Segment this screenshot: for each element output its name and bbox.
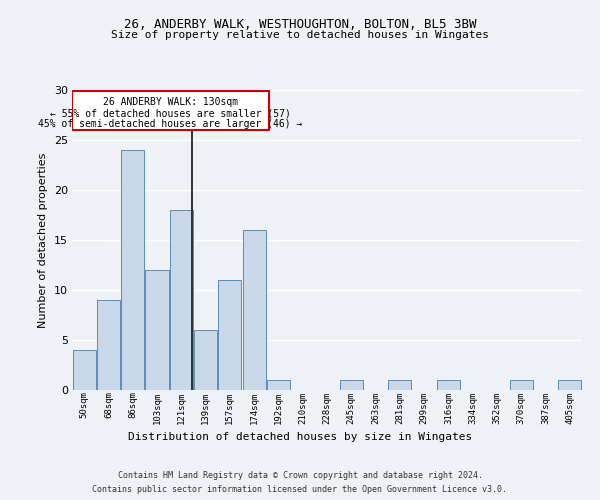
Bar <box>388 380 412 390</box>
Bar <box>194 330 217 390</box>
Bar <box>218 280 241 390</box>
Bar <box>340 380 363 390</box>
Bar <box>121 150 144 390</box>
Text: 26 ANDERBY WALK: 130sqm: 26 ANDERBY WALK: 130sqm <box>103 97 238 107</box>
Text: Size of property relative to detached houses in Wingates: Size of property relative to detached ho… <box>111 30 489 40</box>
Text: Contains HM Land Registry data © Crown copyright and database right 2024.: Contains HM Land Registry data © Crown c… <box>118 472 482 480</box>
Text: 45% of semi-detached houses are larger (46) →: 45% of semi-detached houses are larger (… <box>38 120 303 130</box>
Bar <box>170 210 193 390</box>
Bar <box>145 270 169 390</box>
Bar <box>73 350 95 390</box>
Text: 26, ANDERBY WALK, WESTHOUGHTON, BOLTON, BL5 3BW: 26, ANDERBY WALK, WESTHOUGHTON, BOLTON, … <box>124 18 476 30</box>
Bar <box>559 380 581 390</box>
Bar <box>267 380 290 390</box>
Text: Contains public sector information licensed under the Open Government Licence v3: Contains public sector information licen… <box>92 486 508 494</box>
Bar <box>510 380 533 390</box>
Text: ← 55% of detached houses are smaller (57): ← 55% of detached houses are smaller (57… <box>50 108 291 118</box>
Bar <box>242 230 266 390</box>
Y-axis label: Number of detached properties: Number of detached properties <box>38 152 48 328</box>
Bar <box>437 380 460 390</box>
Bar <box>73 91 269 130</box>
Text: Distribution of detached houses by size in Wingates: Distribution of detached houses by size … <box>128 432 472 442</box>
Bar <box>97 300 120 390</box>
